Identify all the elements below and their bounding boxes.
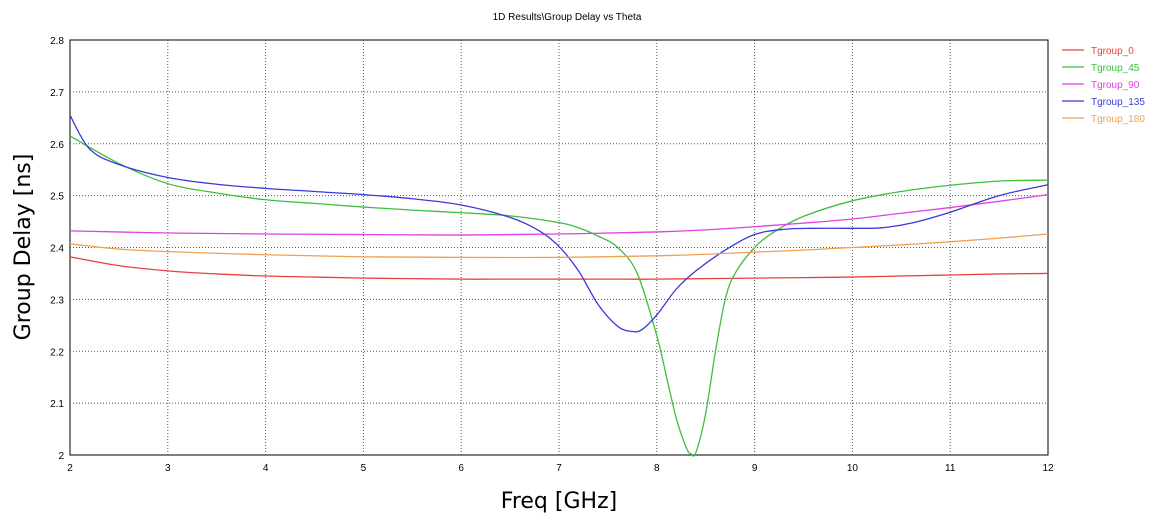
x-tick-label: 10 [847,463,859,474]
series-line-tgroup-45 [69,135,1049,457]
series-line-tgroup-180 [69,233,1049,259]
y-tick-label: 2.6 [50,140,64,151]
y-tick-label: 2.3 [50,295,64,306]
y-tick-label: 2.1 [50,399,64,410]
chart-title: 1D Results\Group Delay vs Theta [493,12,642,23]
legend-label: Tgroup_0 [1091,46,1134,57]
x-tick-label: 11 [945,463,956,474]
x-tick-label: 5 [361,463,367,474]
y-tick-label: 2 [58,451,64,462]
x-tick-label: 6 [458,463,464,474]
x-axis-label: Freq [GHz] [501,489,617,514]
series-line-tgroup-135 [69,114,1049,333]
y-axis-label: Group Delay [ns] [11,154,36,341]
x-tick-label: 2 [67,463,73,474]
legend: Tgroup_0 Tgroup_45 Tgroup_90 Tgroup_135 Tgro… [1062,46,1145,125]
x-tick-label: 9 [752,463,758,474]
y-tick-label: 2.2 [50,347,64,358]
y-tick-label: 2.5 [50,192,64,203]
legend-label: Tgroup_45 [1091,63,1140,74]
series-line-tgroup-0 [69,256,1049,280]
x-tick-label: 3 [165,463,171,474]
y-tick-label: 2.7 [50,88,64,99]
tick-labels: 2 3 4 5 6 7 8 9 10 11 12 2 2.1 2.2 2.3 2.4 2.5 2.6 2.7 2.8 [50,36,1054,474]
x-tick-label: 4 [263,463,269,474]
series-line-tgroup-90 [69,193,1049,236]
y-tick-label: 2.4 [50,244,64,255]
y-tick-label: 2.8 [50,36,64,47]
x-tick-label: 12 [1042,463,1054,474]
legend-label: Tgroup_180 [1091,114,1145,125]
x-tick-label: 7 [556,463,562,474]
series-lines [69,114,1049,457]
x-tick-label: 8 [654,463,660,474]
legend-label: Tgroup_135 [1091,97,1145,108]
legend-label: Tgroup_90 [1091,80,1140,91]
